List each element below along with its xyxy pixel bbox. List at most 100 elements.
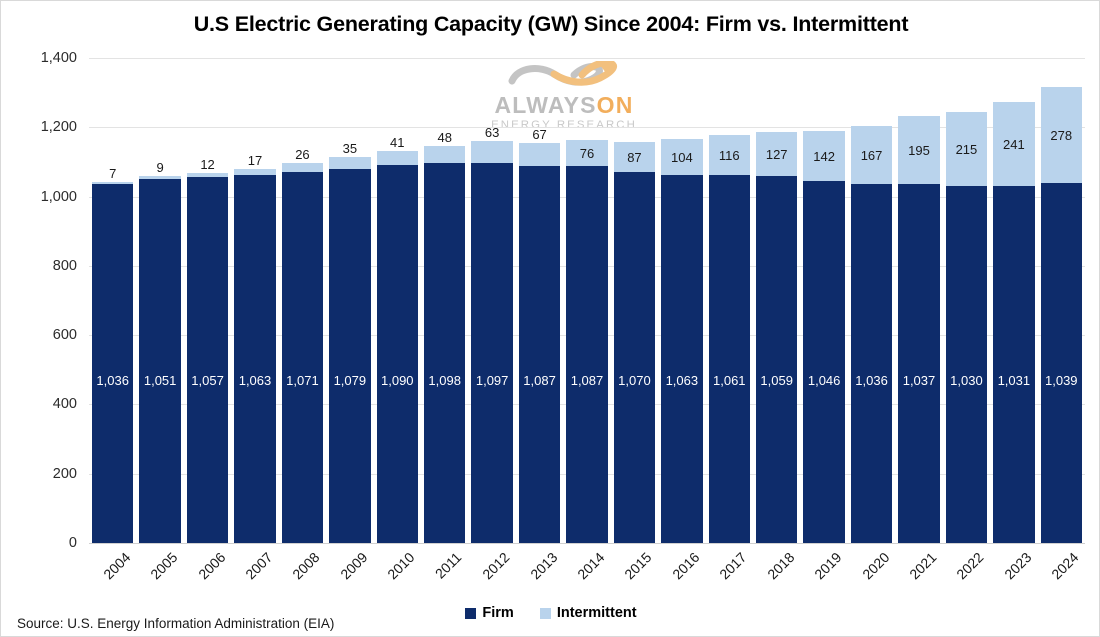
bar-group[interactable]: 1,079 35 [329,141,371,543]
x-axis-tick-label: 2020 [858,549,893,583]
y-axis-tick-label: 600 [52,327,77,344]
bar-segment-firm[interactable] [613,172,656,543]
y-axis-tick-label: 1,200 [40,119,77,136]
bar-value-label-firm: 1,059 [760,373,793,388]
x-axis-tick-label: 2019 [811,549,845,583]
bar-group[interactable]: 1,030 215 [945,111,988,543]
legend-item[interactable]: Firm [465,605,514,621]
bar-value-label-firm: 1,046 [807,373,841,388]
bar-segment-intermittent[interactable] [993,102,1035,186]
bar-segment-firm[interactable] [376,165,419,543]
bar-group[interactable]: 1,070 87 [613,142,656,543]
bar-group[interactable]: 1,036 7 [91,166,134,543]
x-axis-tick-label: 2014 [574,549,608,583]
bar-group[interactable]: 1,087 67 [518,127,561,543]
legend-item[interactable]: Intermittent [539,605,637,621]
bar-segment-firm[interactable] [139,178,181,543]
bar-segment-intermittent[interactable] [234,168,276,175]
x-axis-tick-label: 2006 [194,549,229,583]
bar-segment-intermittent[interactable] [281,162,324,172]
bar-segment-firm[interactable] [91,184,134,543]
bar-segment-intermittent[interactable] [471,141,513,163]
bar-segment-intermittent[interactable] [518,143,561,167]
bar-value-label-intermittent: 26 [295,146,310,162]
bar-value-label-firm: 1,061 [713,373,746,388]
bar-segment-intermittent[interactable] [186,172,229,177]
x-axis-tick-label: 2010 [384,549,418,583]
bar-segment-intermittent[interactable] [91,181,134,185]
bar-group[interactable]: 1,057 12 [186,157,229,543]
plot-area: 1,036 7 1,051 9 1,057 12 1,063 17 1,071 26 1,079 35… [89,58,1085,544]
bar-value-label-intermittent: 41 [390,135,405,151]
legend-swatch-icon [465,607,477,619]
bar-value-label-intermittent: 116 [718,148,740,164]
bar-value-label-firm: 1,071 [286,373,319,388]
bar-value-label-intermittent: 241 [1002,137,1025,153]
bar-group[interactable]: 1,063 104 [661,138,703,543]
bar-value-label-intermittent: 127 [765,147,788,163]
y-axis-tick-label: 400 [52,396,77,413]
bar-group[interactable]: 1,061 116 [708,135,751,543]
bar-segment-intermittent[interactable] [613,142,656,173]
bar-group[interactable]: 1,039 278 [1040,86,1083,543]
bar-value-label-intermittent: 7 [109,165,117,181]
bar-segment-intermittent[interactable] [755,132,798,177]
bar-segment-intermittent[interactable] [945,111,988,187]
watermark-tagline: ENERGY RESEARCH [491,119,637,131]
bar-group[interactable]: 1,059 127 [755,132,798,543]
bar-value-label-intermittent: 278 [1050,127,1073,143]
bar-segment-intermittent[interactable] [423,146,466,163]
bar-group[interactable]: 1,071 26 [281,147,324,543]
bar-segment-firm[interactable] [803,180,845,543]
x-axis-tick-label: 2022 [953,549,987,583]
bar-segment-intermittent[interactable] [803,131,845,181]
bar-value-label-firm: 1,097 [475,373,509,388]
chart-legend: Firm Intermittent [1,605,1099,621]
bar-value-label-intermittent: 104 [670,149,693,165]
bar-segment-firm[interactable] [471,162,513,543]
bar-value-label-firm: 1,037 [902,373,936,388]
bar-segment-intermittent[interactable] [850,126,893,185]
bar-group[interactable]: 1,051 9 [139,160,181,543]
bar-segment-intermittent[interactable] [376,151,419,166]
bar-segment-firm[interactable] [423,162,466,543]
bar-value-label-firm: 1,070 [618,373,651,388]
bar-segment-firm[interactable] [1040,183,1083,543]
bar-group[interactable]: 1,046 142 [803,131,845,543]
bar-group[interactable]: 1,037 195 [898,116,940,543]
bar-group[interactable]: 1,031 241 [993,102,1035,543]
bar-segment-firm[interactable] [993,185,1035,543]
bar-segment-firm[interactable] [281,171,324,543]
bar-segment-intermittent[interactable] [898,116,940,184]
bar-group[interactable]: 1,036 167 [850,126,893,543]
bar-segment-firm[interactable] [850,184,893,543]
bar-value-label-firm: 1,063 [238,373,272,388]
bar-segment-intermittent[interactable] [139,175,181,179]
bar-segment-firm[interactable] [755,176,798,543]
bar-segment-intermittent[interactable] [661,138,703,175]
bar-segment-firm[interactable] [661,174,703,543]
bar-group[interactable]: 1,063 17 [234,153,276,543]
bar-segment-firm[interactable] [945,186,988,543]
bar-group[interactable]: 1,098 48 [423,130,466,543]
bar-segment-firm[interactable] [708,175,751,543]
infinity-swoosh-icon [508,61,618,86]
bar-segment-firm[interactable] [329,169,371,543]
bar-group[interactable]: 1,097 63 [471,125,513,543]
bar-group[interactable]: 1,087 76 [566,140,608,543]
bar-segment-intermittent[interactable] [566,140,608,167]
bar-segment-firm[interactable] [518,166,561,543]
bar-segment-intermittent[interactable] [1040,86,1083,184]
bar-segment-intermittent[interactable] [708,135,751,176]
bar-segment-firm[interactable] [186,176,229,543]
bar-segment-intermittent[interactable] [329,157,371,170]
bar-segment-firm[interactable] [566,166,608,543]
watermark-wordmark: ALWAYSON [488,94,640,117]
bar-value-label-intermittent: 195 [908,142,930,158]
y-axis-tick-label: 1,400 [40,50,77,66]
bar-segment-firm[interactable] [898,183,940,543]
bar-group[interactable]: 1,090 41 [376,135,419,543]
watermark-logo: ALWAYSON ENERGY RESEARCH [488,61,640,133]
bar-value-label-intermittent: 12 [200,156,215,172]
bar-segment-firm[interactable] [234,174,276,543]
